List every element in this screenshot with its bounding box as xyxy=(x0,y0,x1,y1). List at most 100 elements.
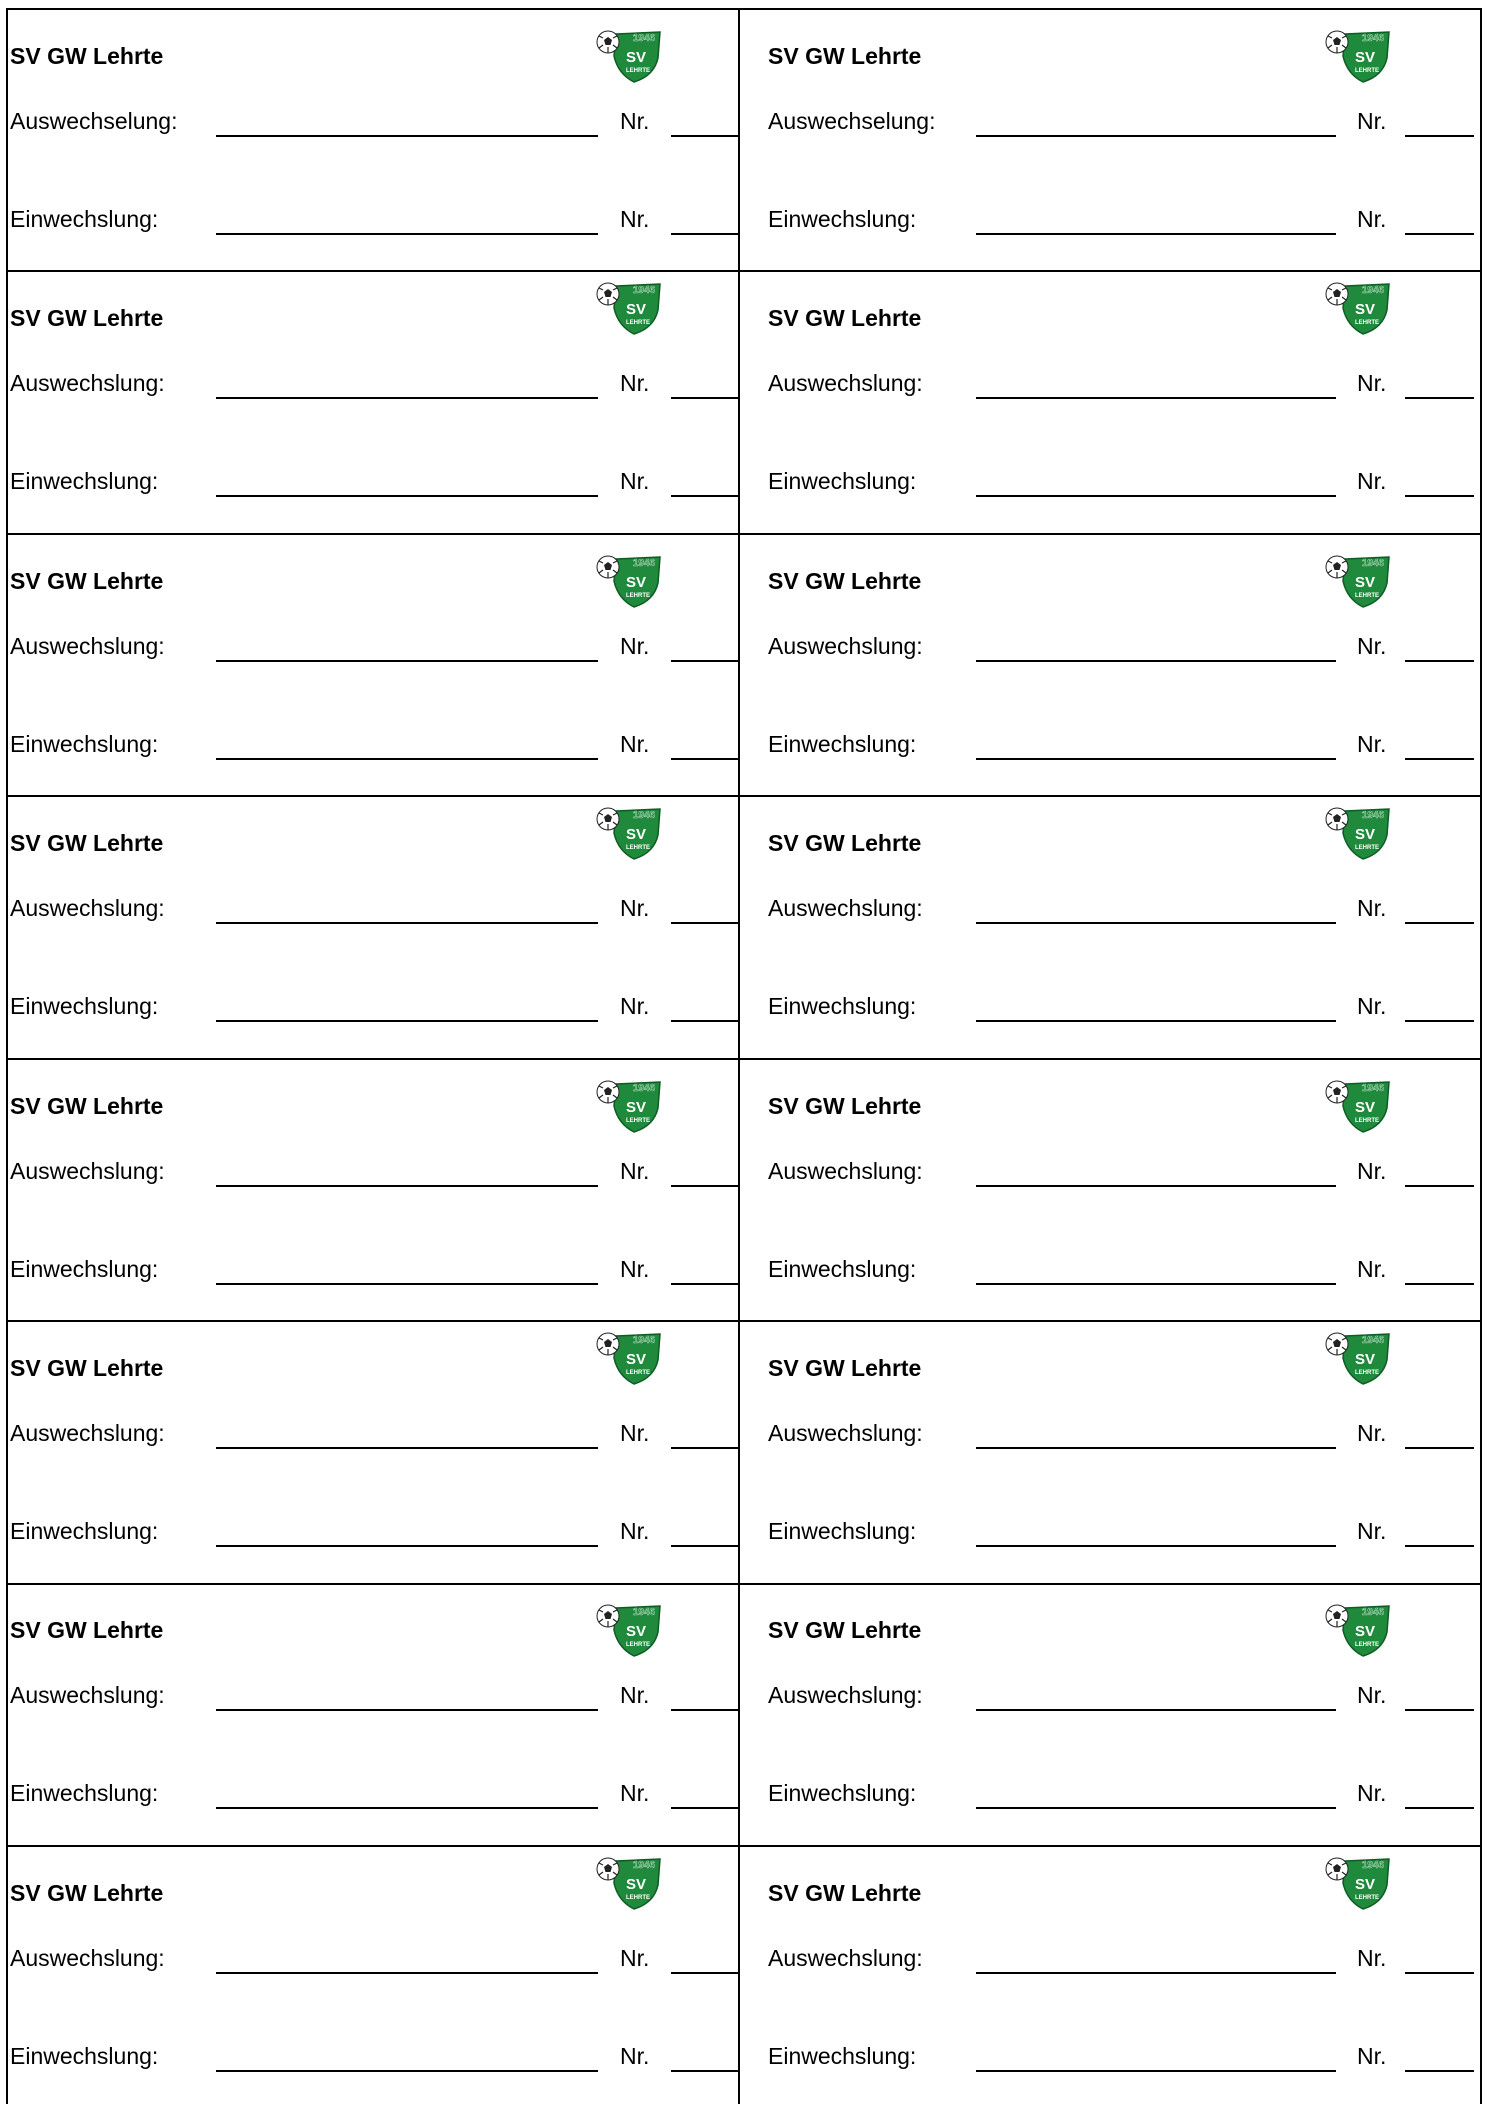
auswechslung-nr-label: Nr. xyxy=(620,1944,650,1971)
auswechslung-label: Auswechslung: xyxy=(768,895,923,922)
einwechslung-label: Einwechslung: xyxy=(10,993,159,1020)
card-title: SV GW Lehrte xyxy=(10,1355,164,1381)
page-border-right xyxy=(1480,8,1482,2104)
einwechslung-nr-line xyxy=(1405,757,1474,760)
einwechslung-label: Einwechslung: xyxy=(10,730,159,757)
svg-text:1946: 1946 xyxy=(633,1860,656,1871)
einwechslung-nr-label: Nr. xyxy=(620,206,650,232)
einwechslung-name-line xyxy=(216,1020,598,1023)
auswechslung-label: Auswechslung: xyxy=(768,370,923,397)
einwechslung-label: Einwechslung: xyxy=(768,1518,917,1544)
einwechslung-label: Einwechslung: xyxy=(10,1255,159,1282)
auswechslung-label: Auswechslung: xyxy=(768,1157,923,1184)
einwechslung-nr-line xyxy=(671,2069,738,2072)
einwechslung-nr-line xyxy=(671,495,738,498)
sv-gw-lehrte-crest-icon: 1946 SV LEHRTE xyxy=(594,1855,664,1911)
substitution-card: SV GW Lehrte 1946 SV LEHRTE Auswechslung: Nr.… xyxy=(740,1582,1480,1844)
einwechslung-name-line xyxy=(216,233,598,235)
einwechslung-nr-line xyxy=(1405,233,1474,235)
card-title: SV GW Lehrte xyxy=(768,830,922,857)
auswechslung-nr-label: Nr. xyxy=(620,1682,650,1709)
row-separator xyxy=(6,1583,1482,1585)
auswechslung-name-line xyxy=(976,1971,1336,1974)
auswechslung-name-line xyxy=(216,1709,598,1712)
card-title: SV GW Lehrte xyxy=(768,567,922,594)
auswechslung-name-line xyxy=(216,397,598,400)
svg-text:1946: 1946 xyxy=(633,1607,656,1618)
card-title: SV GW Lehrte xyxy=(10,1617,164,1644)
auswechslung-nr-line xyxy=(671,1971,738,1974)
svg-text:LEHRTE: LEHRTE xyxy=(1355,1642,1379,1648)
einwechslung-name-line xyxy=(976,1807,1336,1810)
svg-text:LEHRTE: LEHRTE xyxy=(1355,593,1379,599)
auswechslung-label: Auswechselung: xyxy=(768,108,936,134)
substitution-card: SV GW Lehrte 1946 SV LEHRTE Auswechslung: Nr.… xyxy=(8,270,738,532)
auswechslung-name-line xyxy=(216,1971,598,1974)
einwechslung-nr-line xyxy=(1405,1545,1474,1547)
auswechslung-name-line xyxy=(976,397,1336,400)
auswechslung-label: Auswechslung: xyxy=(10,1157,165,1184)
einwechslung-nr-label: Nr. xyxy=(620,730,650,757)
sv-gw-lehrte-crest-icon: 1946 SV LEHRTE xyxy=(594,1330,664,1386)
svg-text:LEHRTE: LEHRTE xyxy=(1355,68,1379,74)
einwechslung-nr-label: Nr. xyxy=(1357,2042,1387,2069)
auswechslung-name-line xyxy=(976,1184,1336,1187)
svg-text:LEHRTE: LEHRTE xyxy=(626,1118,650,1124)
svg-text:SV: SV xyxy=(626,1351,646,1368)
svg-text:SV: SV xyxy=(1355,1351,1375,1368)
einwechslung-label: Einwechslung: xyxy=(10,1780,159,1807)
auswechslung-nr-line xyxy=(1405,1184,1474,1187)
einwechslung-nr-label: Nr. xyxy=(1357,993,1387,1020)
einwechslung-nr-label: Nr. xyxy=(620,2042,650,2069)
einwechslung-name-line xyxy=(216,1545,598,1547)
card-title: SV GW Lehrte xyxy=(10,43,164,69)
einwechslung-nr-label: Nr. xyxy=(620,1255,650,1282)
svg-text:1946: 1946 xyxy=(633,285,656,296)
sv-gw-lehrte-crest-icon: 1946 SV LEHRTE xyxy=(1323,280,1393,336)
column-divider xyxy=(738,8,740,2104)
einwechslung-label: Einwechslung: xyxy=(10,206,159,232)
svg-text:LEHRTE: LEHRTE xyxy=(626,845,650,851)
auswechslung-name-line xyxy=(216,659,598,662)
auswechslung-nr-label: Nr. xyxy=(1357,1420,1387,1446)
einwechslung-name-line xyxy=(216,495,598,498)
row-separator xyxy=(6,1058,1482,1060)
auswechslung-nr-label: Nr. xyxy=(620,895,650,922)
sv-gw-lehrte-crest-icon: 1946 SV LEHRTE xyxy=(1323,805,1393,861)
einwechslung-nr-line xyxy=(671,1545,738,1547)
auswechslung-name-line xyxy=(216,922,598,925)
einwechslung-label: Einwechslung: xyxy=(768,1255,917,1282)
auswechslung-nr-line xyxy=(671,659,738,662)
sv-gw-lehrte-crest-icon: 1946 SV LEHRTE xyxy=(594,28,664,84)
svg-text:LEHRTE: LEHRTE xyxy=(626,1370,650,1376)
card-title: SV GW Lehrte xyxy=(768,1617,922,1644)
sv-gw-lehrte-crest-icon: 1946 SV LEHRTE xyxy=(1323,553,1393,609)
svg-text:SV: SV xyxy=(626,1099,646,1116)
svg-text:1946: 1946 xyxy=(1362,285,1385,296)
auswechslung-nr-label: Nr. xyxy=(1357,1157,1387,1184)
svg-text:SV: SV xyxy=(1355,1099,1375,1116)
einwechslung-nr-label: Nr. xyxy=(1357,1518,1387,1544)
svg-text:LEHRTE: LEHRTE xyxy=(626,593,650,599)
svg-text:1946: 1946 xyxy=(633,558,656,569)
substitution-card: SV GW Lehrte 1946 SV LEHRTE Auswechslung: Nr.… xyxy=(740,533,1480,795)
auswechslung-nr-line xyxy=(671,1184,738,1187)
substitution-card: SV GW Lehrte 1946 SV LEHRTE Auswechselung: Nr… xyxy=(8,8,738,270)
svg-text:SV: SV xyxy=(626,574,646,591)
card-title: SV GW Lehrte xyxy=(768,305,922,332)
svg-text:SV: SV xyxy=(626,49,646,66)
auswechslung-nr-line xyxy=(671,922,738,925)
einwechslung-label: Einwechslung: xyxy=(768,730,917,757)
auswechslung-nr-label: Nr. xyxy=(1357,1682,1387,1709)
card-title: SV GW Lehrte xyxy=(768,1092,922,1119)
auswechslung-label: Auswechslung: xyxy=(10,1944,165,1971)
auswechslung-nr-label: Nr. xyxy=(620,632,650,659)
auswechslung-label: Auswechslung: xyxy=(10,632,165,659)
sv-gw-lehrte-crest-icon: 1946 SV LEHRTE xyxy=(594,280,664,336)
einwechslung-label: Einwechslung: xyxy=(10,2042,159,2069)
svg-text:SV: SV xyxy=(1355,49,1375,66)
auswechslung-name-line xyxy=(976,1447,1336,1449)
svg-text:LEHRTE: LEHRTE xyxy=(1355,845,1379,851)
einwechslung-nr-label: Nr. xyxy=(1357,730,1387,757)
einwechslung-nr-label: Nr. xyxy=(1357,1780,1387,1807)
